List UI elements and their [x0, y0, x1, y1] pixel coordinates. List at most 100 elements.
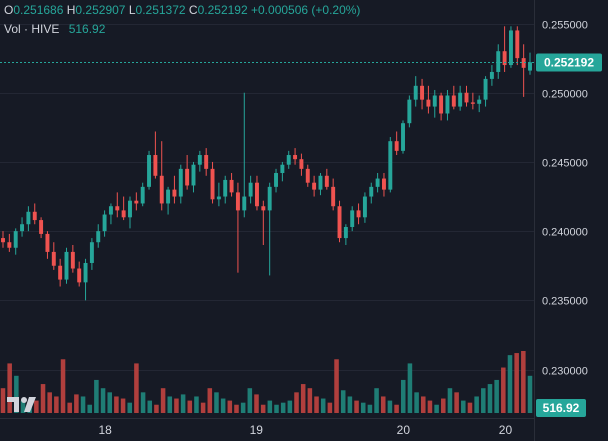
- candle-down: [255, 182, 259, 207]
- candle-up: [413, 85, 418, 100]
- price-axis[interactable]: 0.255000 0.250000 0.245000 0.240000 0.235000…: [542, 20, 588, 378]
- high-value: 0.252907: [75, 3, 126, 17]
- candle-down: [299, 159, 304, 169]
- volume-bar: [507, 355, 513, 413]
- volume-bar: [167, 396, 173, 413]
- volume-bar: [147, 400, 153, 413]
- volume-bar: [441, 398, 446, 413]
- candles: [1, 26, 532, 301]
- candle-up: [483, 78, 488, 100]
- ohlc-legend: O0.251686 H0.252907 L0.251372 C0.252192 …: [4, 2, 360, 18]
- volume-bar: [387, 400, 393, 413]
- volume-bar: [247, 388, 253, 413]
- volume-bar: [180, 394, 186, 413]
- candle-down: [451, 95, 456, 107]
- close-value: 0.252192: [197, 3, 248, 17]
- candle-up: [108, 206, 113, 215]
- volume-tag-background: [536, 399, 586, 417]
- last-price-tag: 0.252192: [544, 56, 594, 70]
- candle-up: [388, 141, 393, 190]
- open-label: O: [4, 3, 14, 17]
- price-tick-label: 0.240000: [542, 227, 588, 239]
- candle-up: [286, 155, 291, 165]
- candle-up: [267, 186, 272, 211]
- candle-down: [121, 210, 126, 218]
- volume-bar: [34, 400, 39, 413]
- tradingview-logo-icon[interactable]: [7, 397, 36, 412]
- volume-bar: [294, 392, 299, 413]
- volume-bar: [467, 402, 473, 413]
- candle-down: [337, 206, 342, 239]
- time-tick-label: 20: [499, 423, 513, 437]
- volume-bar: [347, 396, 353, 413]
- candle-up: [26, 211, 31, 225]
- candle-down: [51, 251, 56, 266]
- candle-up: [508, 30, 513, 66]
- candle-up: [83, 262, 88, 283]
- candle-up: [280, 164, 285, 174]
- volume-bar: [174, 398, 179, 413]
- candle-up: [216, 196, 221, 200]
- volume-bar: [234, 404, 239, 413]
- candle-down: [115, 206, 120, 211]
- candle-down: [58, 265, 63, 280]
- candle-down: [7, 242, 12, 248]
- volume-bar: [461, 400, 466, 413]
- candle-up: [242, 196, 247, 211]
- candle-down: [70, 251, 75, 269]
- candle-up: [528, 62, 532, 71]
- candle-down: [470, 102, 475, 104]
- last-price-tag-background: [536, 53, 602, 72]
- volume-bar: [200, 402, 206, 413]
- price-tick-label: 0.255000: [542, 20, 588, 32]
- candle-up: [445, 95, 450, 114]
- candle-down: [439, 95, 444, 114]
- volume-bar: [414, 392, 419, 413]
- volume-bar: [474, 396, 479, 413]
- candle-down: [210, 168, 215, 200]
- volume-bar: [0, 388, 6, 413]
- candle-down: [77, 268, 82, 283]
- volume-bar: [254, 394, 259, 413]
- open-value: 0.251686: [13, 3, 64, 17]
- volume-bar: [20, 400, 26, 413]
- candle-down: [312, 182, 317, 190]
- candle-down: [356, 210, 361, 218]
- volume-bar: [227, 400, 233, 413]
- candle-up: [20, 224, 25, 232]
- candle-up: [318, 175, 323, 190]
- volume-bar: [360, 402, 366, 413]
- volume-bar: [527, 375, 533, 413]
- candle-up: [489, 71, 494, 79]
- volume-bar: [107, 392, 113, 413]
- volume-bars: [0, 351, 533, 413]
- grid: [0, 24, 534, 371]
- volume-bar: [274, 404, 279, 413]
- volume-bar: [100, 388, 106, 413]
- candle-down: [159, 175, 164, 204]
- candle-up: [375, 178, 380, 187]
- time-axis[interactable]: 18 19 20 20: [0, 418, 534, 438]
- volume-bar: [207, 388, 213, 413]
- candle-up: [140, 186, 145, 204]
- candle-up: [369, 186, 374, 197]
- volume-bar: [407, 363, 413, 413]
- volume-bar: [94, 379, 99, 413]
- volume-bar: [427, 400, 433, 413]
- price-axis-background: [534, 0, 608, 441]
- candle-up: [147, 155, 152, 187]
- price-tick-label: 0.250000: [542, 89, 588, 101]
- candle-up: [197, 155, 202, 165]
- close-label: C: [188, 3, 198, 17]
- candle-up: [223, 179, 228, 197]
- candle-up: [191, 164, 196, 186]
- volume-bar: [494, 379, 499, 413]
- volume-bar: [300, 384, 306, 413]
- candle-down: [293, 155, 298, 160]
- candle-up: [89, 242, 94, 263]
- volume-legend: Vol · HIVE 516.92: [4, 21, 105, 37]
- volume-bar: [521, 351, 526, 413]
- volume-bar: [454, 392, 459, 413]
